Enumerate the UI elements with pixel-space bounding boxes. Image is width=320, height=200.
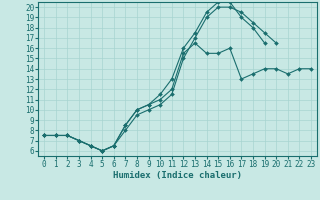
X-axis label: Humidex (Indice chaleur): Humidex (Indice chaleur) (113, 171, 242, 180)
